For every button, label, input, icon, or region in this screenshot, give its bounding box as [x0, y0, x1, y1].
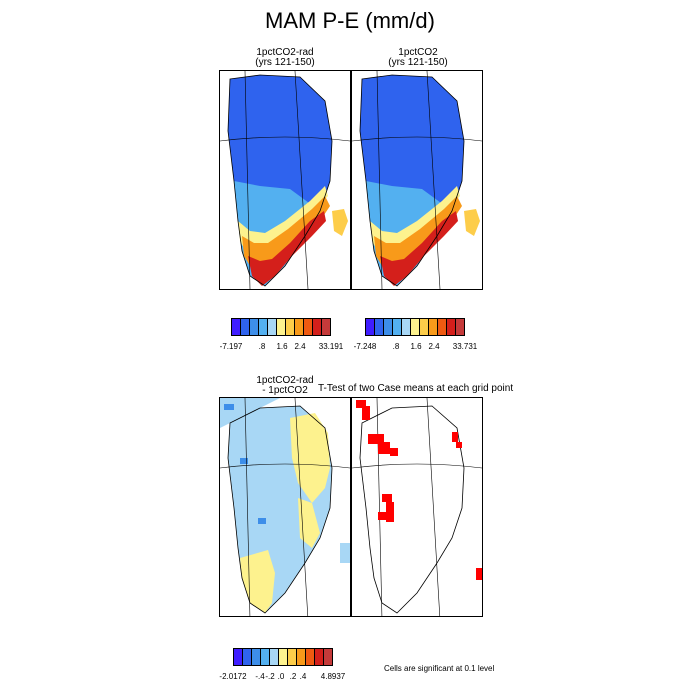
graticule [220, 398, 350, 616]
colorbar-labels: -2.0172 -.4 -.2.0 .2.4 4.8937 [219, 672, 353, 682]
colorbar-label: 33.191 [318, 342, 344, 351]
colorbar-swatches [231, 318, 351, 336]
fill-east-patch [464, 209, 480, 236]
map-panel-bottom-right [351, 397, 483, 617]
fill-east-patch [332, 209, 348, 236]
colorbar-label: 2.4 [428, 342, 440, 351]
significance-map [352, 398, 482, 616]
colorbar-label: -2.0172 [219, 672, 247, 681]
significant-cell [390, 448, 398, 456]
colorbar-label: 1.6 [276, 342, 288, 351]
fill-east-patch [340, 543, 350, 563]
coastline [359, 74, 465, 287]
coastline [227, 405, 333, 614]
colorbar-top-left: -7.197 .8 1.6 2.4 33.191 [220, 318, 351, 352]
greenland-map-top-right [352, 71, 482, 289]
colorbar-bottom: -2.0172 -.4 -.2.0 .2.4 4.8937 [219, 648, 353, 682]
fill-blue-cell [258, 518, 266, 524]
colorbar-label: 2.4 [294, 342, 306, 351]
panel-title-bottom-left: 1pctCO2-rad - 1pctCO2 [205, 376, 365, 396]
colorbar-swatch [321, 318, 331, 336]
colorbar-label: -.2 [265, 672, 275, 681]
colorbar-label: 1.6 [410, 342, 422, 351]
map-panel-top-left [219, 70, 351, 290]
coastline [227, 74, 333, 287]
colorbar-swatch [323, 648, 333, 666]
map-panel-top-right [351, 70, 483, 290]
significant-cell [476, 568, 482, 580]
panel-title-line1: 1pctCO2-rad [256, 375, 314, 386]
fill-red [248, 211, 326, 286]
colorbar-top-right: -7.248 .8 1.6 2.4 33.731 [354, 318, 485, 352]
colorbar-label: .4 [299, 672, 307, 681]
significant-cell [362, 406, 370, 420]
colorbar-label: .8 [392, 342, 400, 351]
fill-red [380, 211, 458, 286]
significant-cell [368, 434, 384, 444]
panel-title-top-right: 1pctCO2 (yrs 121-150) [338, 48, 498, 68]
panel-title-line1: 1pctCO2-rad [256, 47, 314, 58]
significant-cell [356, 400, 366, 408]
fill-orange [374, 196, 462, 271]
colorbar-swatches [365, 318, 485, 336]
graticule [352, 71, 482, 289]
colorbar-label: -.4 [255, 672, 265, 681]
panel-title-line2: - 1pctCO2 [262, 385, 308, 396]
colorbar-label: -7.248 [353, 342, 377, 351]
fill-blue-cell [224, 404, 234, 410]
panel-title-bottom-right: T-Test of two Case means at each grid po… [318, 383, 514, 394]
significance-note: Cells are significant at 0.1 level [384, 664, 495, 673]
fill-pale-yellow [238, 186, 328, 261]
map-panel-bottom-left [219, 397, 351, 617]
significant-cell [452, 432, 458, 442]
colorbar-swatches [233, 648, 353, 666]
significant-cell [378, 512, 386, 520]
fill-pale-yellow [298, 498, 320, 548]
significant-cell [456, 442, 462, 448]
fill-pale-yellow [240, 550, 275, 613]
panel-title-line2: (yrs 121-150) [255, 57, 315, 68]
panel-title-top-left: 1pctCO2-rad (yrs 121-150) [205, 48, 365, 68]
panel-title-line1: 1pctCO2 [398, 47, 438, 58]
colorbar-labels: -7.197 .8 1.6 2.4 33.191 [220, 342, 351, 352]
greenland-map-top-left [220, 71, 350, 289]
colorbar-label: .0 [277, 672, 285, 681]
figure-title: MAM P-E (mm/d) [265, 8, 435, 33]
significant-cell [386, 502, 394, 522]
significant-cell [382, 494, 392, 502]
colorbar-label: .8 [258, 342, 266, 351]
colorbar-label: -7.197 [219, 342, 243, 351]
colorbar-labels: -7.248 .8 1.6 2.4 33.731 [354, 342, 485, 352]
colorbar-label: .2 [289, 672, 297, 681]
panel-title-line2: (yrs 121-150) [388, 57, 448, 68]
fill-orange [242, 196, 330, 271]
graticule [220, 71, 350, 289]
colorbar-label: 4.8937 [320, 672, 346, 681]
fill-blue-cell [240, 458, 248, 464]
fill-pale-yellow [370, 186, 460, 261]
significant-cell [378, 442, 390, 454]
greenland-map-bottom-left [220, 398, 350, 616]
colorbar-swatch [455, 318, 465, 336]
colorbar-label: 33.731 [452, 342, 478, 351]
coastline [359, 405, 465, 614]
